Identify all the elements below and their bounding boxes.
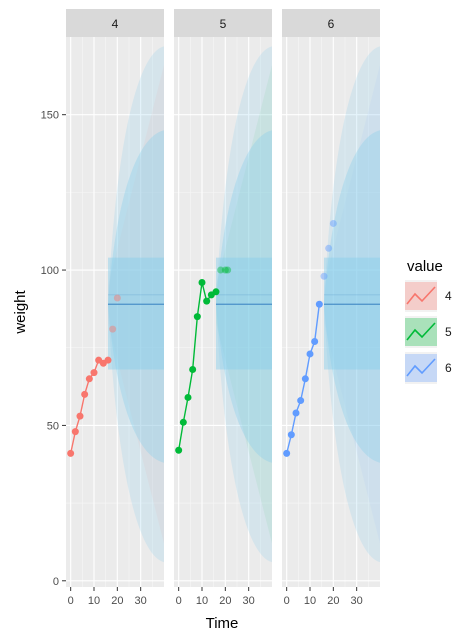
holdout-point: [325, 244, 333, 252]
holdout-point: [320, 272, 328, 280]
data-point: [292, 409, 300, 417]
y-tick-label: 0: [53, 576, 59, 588]
forecast-inner-band: [216, 257, 272, 370]
legend-key: [405, 316, 437, 348]
data-point: [311, 338, 319, 346]
data-point: [179, 418, 187, 426]
y-axis-title: weight: [12, 289, 29, 334]
facet-strip: [66, 9, 164, 37]
x-tick-label: 20: [219, 595, 231, 607]
facet-strip-label: 5: [220, 17, 227, 31]
x-tick-label: 0: [176, 595, 182, 607]
data-point: [67, 449, 75, 457]
x-axis-title: Time: [206, 615, 239, 632]
data-point: [203, 297, 211, 305]
data-point: [287, 431, 295, 439]
data-point: [76, 412, 84, 420]
facet-panel-5: 5 0 10 20 30: [174, 9, 272, 607]
data-point: [301, 375, 309, 383]
legend-label: 5: [445, 325, 452, 339]
data-point: [90, 369, 98, 377]
x-tick-label: 20: [327, 595, 339, 607]
facet-strip-label: 6: [328, 17, 335, 31]
facet-panel-6: 6 0 10 20 30: [282, 9, 380, 607]
legend-label: 6: [445, 361, 452, 375]
forecast-inner-band: [324, 257, 380, 370]
x-tick-label: 10: [88, 595, 100, 607]
legend-label: 4: [445, 289, 452, 303]
forecast-mid-band: [216, 130, 272, 463]
legend-key-line: [406, 358, 436, 377]
legend-key-band: [405, 354, 437, 382]
facet-strip-label: 4: [112, 17, 119, 31]
legend-key: [405, 280, 437, 312]
holdout-point: [224, 266, 232, 274]
forecast-inner-band: [108, 257, 164, 370]
x-tick-label: 20: [111, 595, 123, 607]
y-tick-label: 100: [41, 265, 59, 277]
data-point: [71, 428, 79, 436]
facet-strip: [174, 9, 272, 37]
y-tick-label: 150: [41, 110, 59, 122]
legend-key: [405, 352, 437, 384]
data-point: [189, 365, 197, 373]
x-tick-label: 30: [135, 595, 147, 607]
legend-title: value: [407, 258, 443, 275]
x-tick-label: 30: [351, 595, 363, 607]
data-point: [315, 300, 323, 308]
x-tick-label: 30: [243, 595, 255, 607]
x-tick-label: 10: [304, 595, 316, 607]
data-point: [81, 390, 89, 398]
holdout-point: [221, 266, 229, 274]
legend-key-line: [406, 286, 436, 305]
data-point: [85, 375, 93, 383]
data-point: [193, 313, 201, 321]
data-point: [198, 278, 206, 286]
data-point: [175, 446, 183, 454]
y-tick-label: 50: [47, 420, 59, 432]
legend-key-line: [406, 322, 436, 341]
x-tick-label: 10: [196, 595, 208, 607]
data-point: [306, 350, 314, 358]
data-point: [297, 397, 305, 405]
facet-panel-4: 4 0 10 20 30: [66, 9, 164, 607]
holdout-point: [329, 219, 337, 227]
legend-key-band: [405, 282, 437, 310]
data-point: [184, 393, 192, 401]
x-tick-label: 0: [284, 595, 290, 607]
data-point: [283, 449, 291, 457]
holdout-point: [109, 325, 117, 333]
holdout-point: [217, 266, 225, 274]
legend-key-band: [405, 318, 437, 346]
x-tick-label: 0: [68, 595, 74, 607]
holdout-point: [113, 294, 121, 302]
forecast-mid-band: [324, 130, 380, 463]
facet-strip: [282, 9, 380, 37]
forecast-mid-band: [108, 130, 164, 463]
data-point: [104, 356, 112, 364]
data-point: [212, 288, 220, 296]
